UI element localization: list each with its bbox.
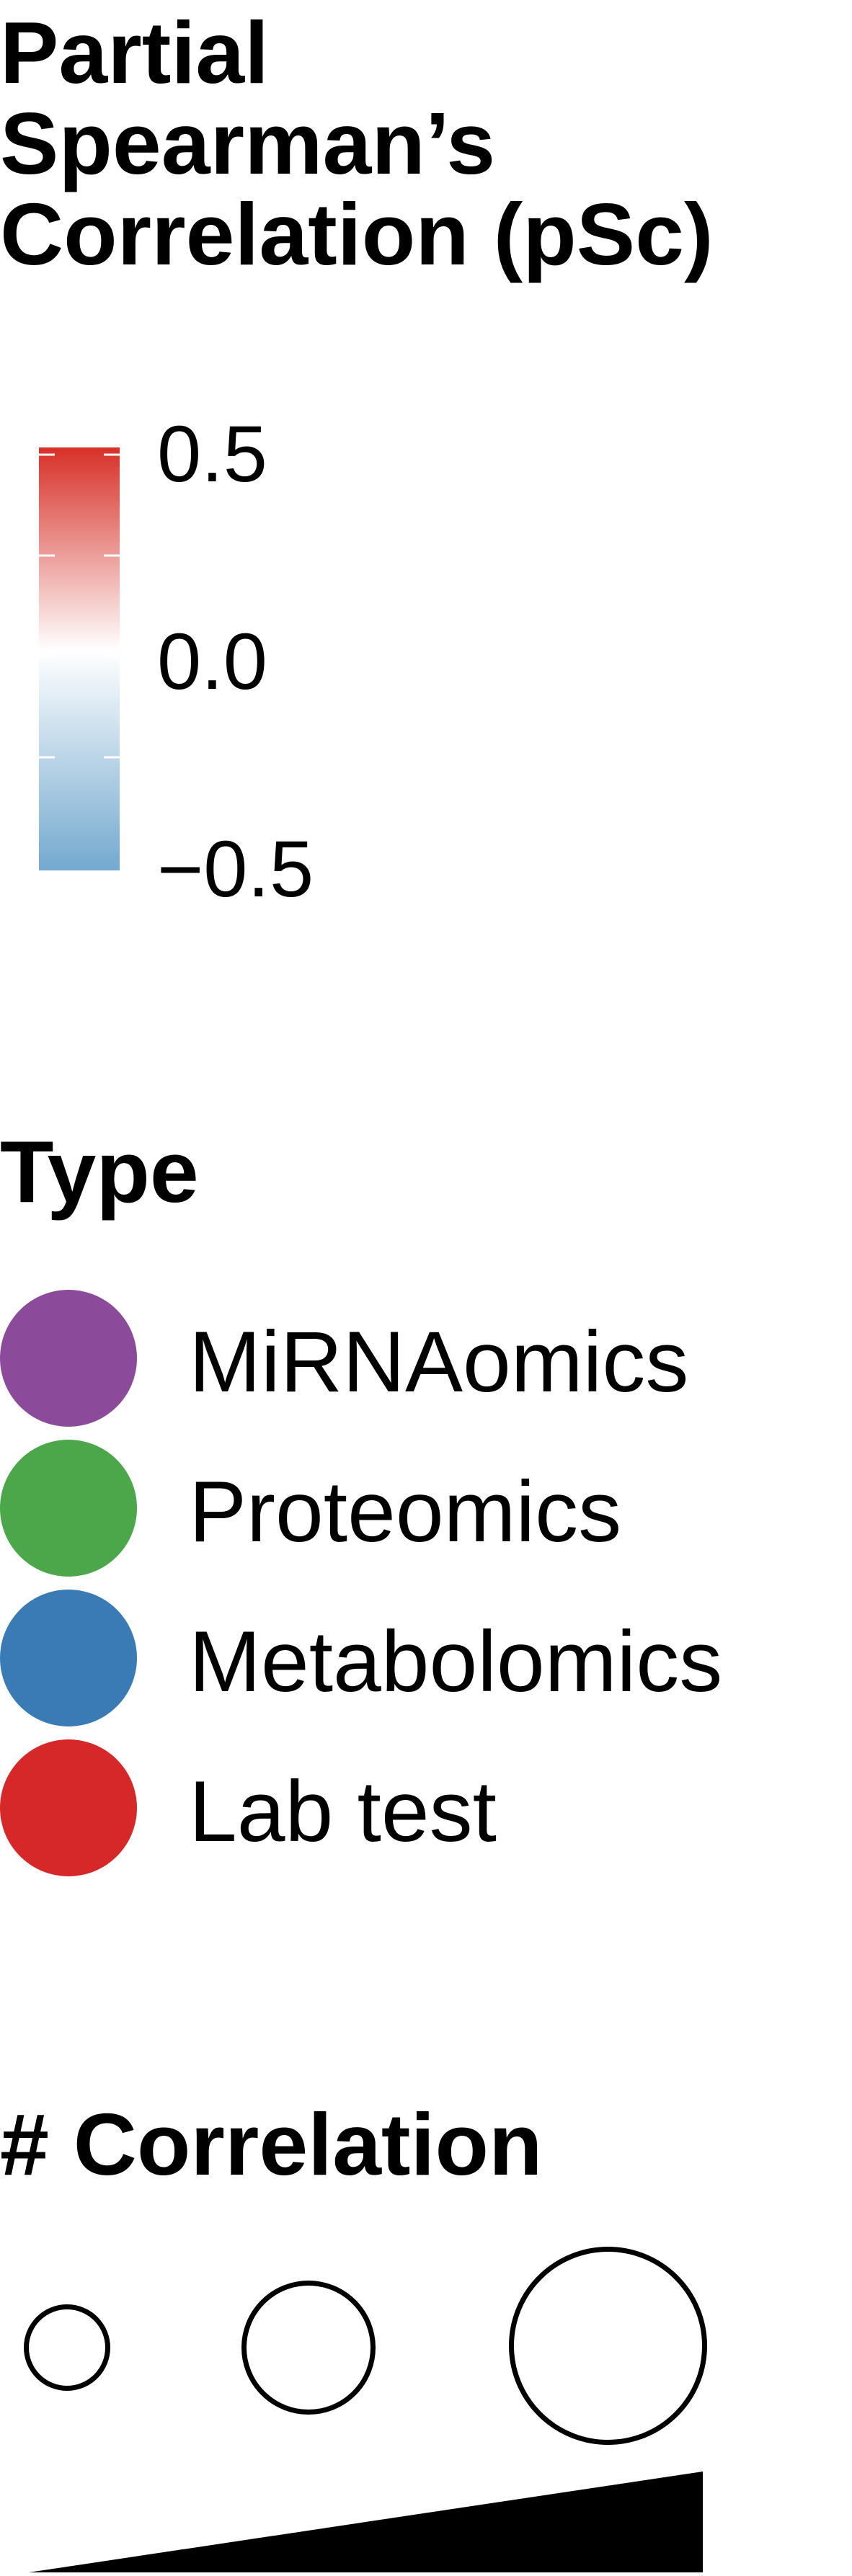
type-dot-proteomics <box>0 1440 137 1577</box>
type-dot-mirnaomics <box>0 1290 137 1427</box>
type-legend-title: Type <box>0 1123 199 1221</box>
size-circle-large <box>509 2247 707 2445</box>
size-ramp-triangle <box>29 2472 703 2572</box>
colorbar-ticks <box>39 453 120 759</box>
type-label-lab-test: Lab test <box>189 1763 497 1860</box>
colorbar <box>39 447 120 870</box>
colorbar-gradient <box>39 447 120 870</box>
size-circle-medium <box>241 2281 376 2415</box>
type-label-proteomics: Proteomics <box>189 1463 622 1560</box>
type-label-metabolomics: Metabolomics <box>189 1613 723 1710</box>
color-legend-title-line-1: Partial <box>0 4 269 102</box>
type-label-mirnaomics: MiRNAomics <box>189 1314 689 1410</box>
color-legend-title: Partial Spearman’s Correlation (pSc) <box>0 9 714 281</box>
type-dot-metabolomics <box>0 1590 137 1726</box>
size-legend-title: # Correlation <box>0 2095 543 2193</box>
colorbar-tick-mid: 0.0 <box>157 618 267 706</box>
color-legend-title-line-3: Correlation (pSc) <box>0 185 714 283</box>
color-legend-title-line-2: Spearman’s <box>0 94 496 192</box>
colorbar-tick-low: −0.5 <box>157 825 314 914</box>
colorbar-tick-high: 0.5 <box>157 410 267 499</box>
type-dot-lab-test <box>0 1739 137 1876</box>
size-circle-small <box>24 2304 110 2391</box>
